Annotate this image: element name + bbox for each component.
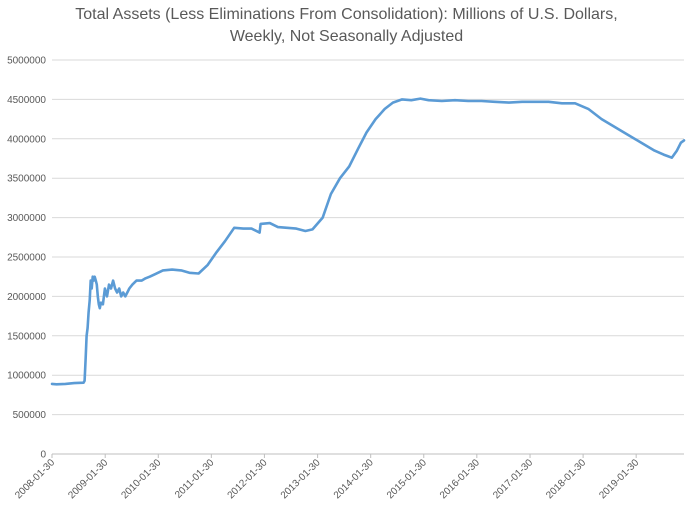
x-tick-label: 2009-01-30 — [66, 457, 110, 501]
y-tick-label: 2000000 — [7, 292, 46, 303]
y-tick-label: 3500000 — [7, 174, 46, 185]
gridlines — [52, 59, 684, 455]
x-tick-label: 2013-01-30 — [279, 457, 323, 501]
y-tick-label: 5000000 — [7, 56, 46, 67]
x-tick-label: 2018-01-30 — [544, 457, 588, 501]
y-tick-label: 0 — [40, 450, 46, 461]
x-tick-label: 2016-01-30 — [438, 457, 482, 501]
y-tick-label: 1500000 — [7, 331, 46, 342]
y-axis: 0 500000 1000000 1500000 2000000 2500000 30000… — [7, 56, 46, 461]
x-tick-label: 2011-01-30 — [173, 457, 217, 501]
x-tick-label: 2019-01-30 — [597, 457, 641, 501]
x-axis: 2008-01-30 2009-01-30 2010-01-30 2011-01-30… — [13, 453, 684, 501]
chart-title: Total Assets (Less Eliminations From Con… — [0, 4, 693, 48]
x-tick-label: 2008-01-30 — [13, 457, 57, 501]
y-tick-label: 4000000 — [7, 134, 46, 145]
chart-title-line-2: Weekly, Not Seasonally Adjusted — [229, 28, 464, 45]
y-tick-label: 1000000 — [7, 371, 46, 382]
y-tick-label: 500000 — [13, 410, 47, 421]
series-group — [50, 97, 686, 386]
y-tick-label: 2500000 — [7, 253, 46, 264]
x-tick-label: 2015-01-30 — [385, 457, 429, 501]
x-tick-label: 2017-01-30 — [491, 457, 535, 501]
x-tick-label: 2010-01-30 — [119, 457, 163, 501]
x-tick-label: 2012-01-30 — [226, 457, 270, 501]
x-tick-label: 2014-01-30 — [332, 457, 376, 501]
y-tick-label: 3000000 — [7, 213, 46, 224]
chart-title-line-1: Total Assets (Less Eliminations From Con… — [75, 6, 618, 23]
y-tick-label: 4500000 — [7, 95, 46, 106]
series-line-0 — [50, 97, 686, 386]
